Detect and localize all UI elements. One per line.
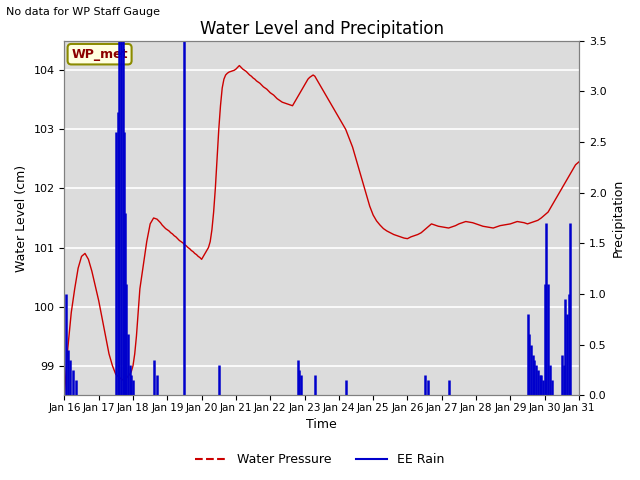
X-axis label: Time: Time xyxy=(307,419,337,432)
Legend: Water Pressure, EE Rain: Water Pressure, EE Rain xyxy=(190,448,450,471)
Y-axis label: Precipitation: Precipitation xyxy=(612,179,625,257)
Text: No data for WP Staff Gauge: No data for WP Staff Gauge xyxy=(6,7,161,17)
Title: Water Level and Precipitation: Water Level and Precipitation xyxy=(200,20,444,38)
Text: WP_met: WP_met xyxy=(71,48,128,60)
Y-axis label: Water Level (cm): Water Level (cm) xyxy=(15,165,28,272)
